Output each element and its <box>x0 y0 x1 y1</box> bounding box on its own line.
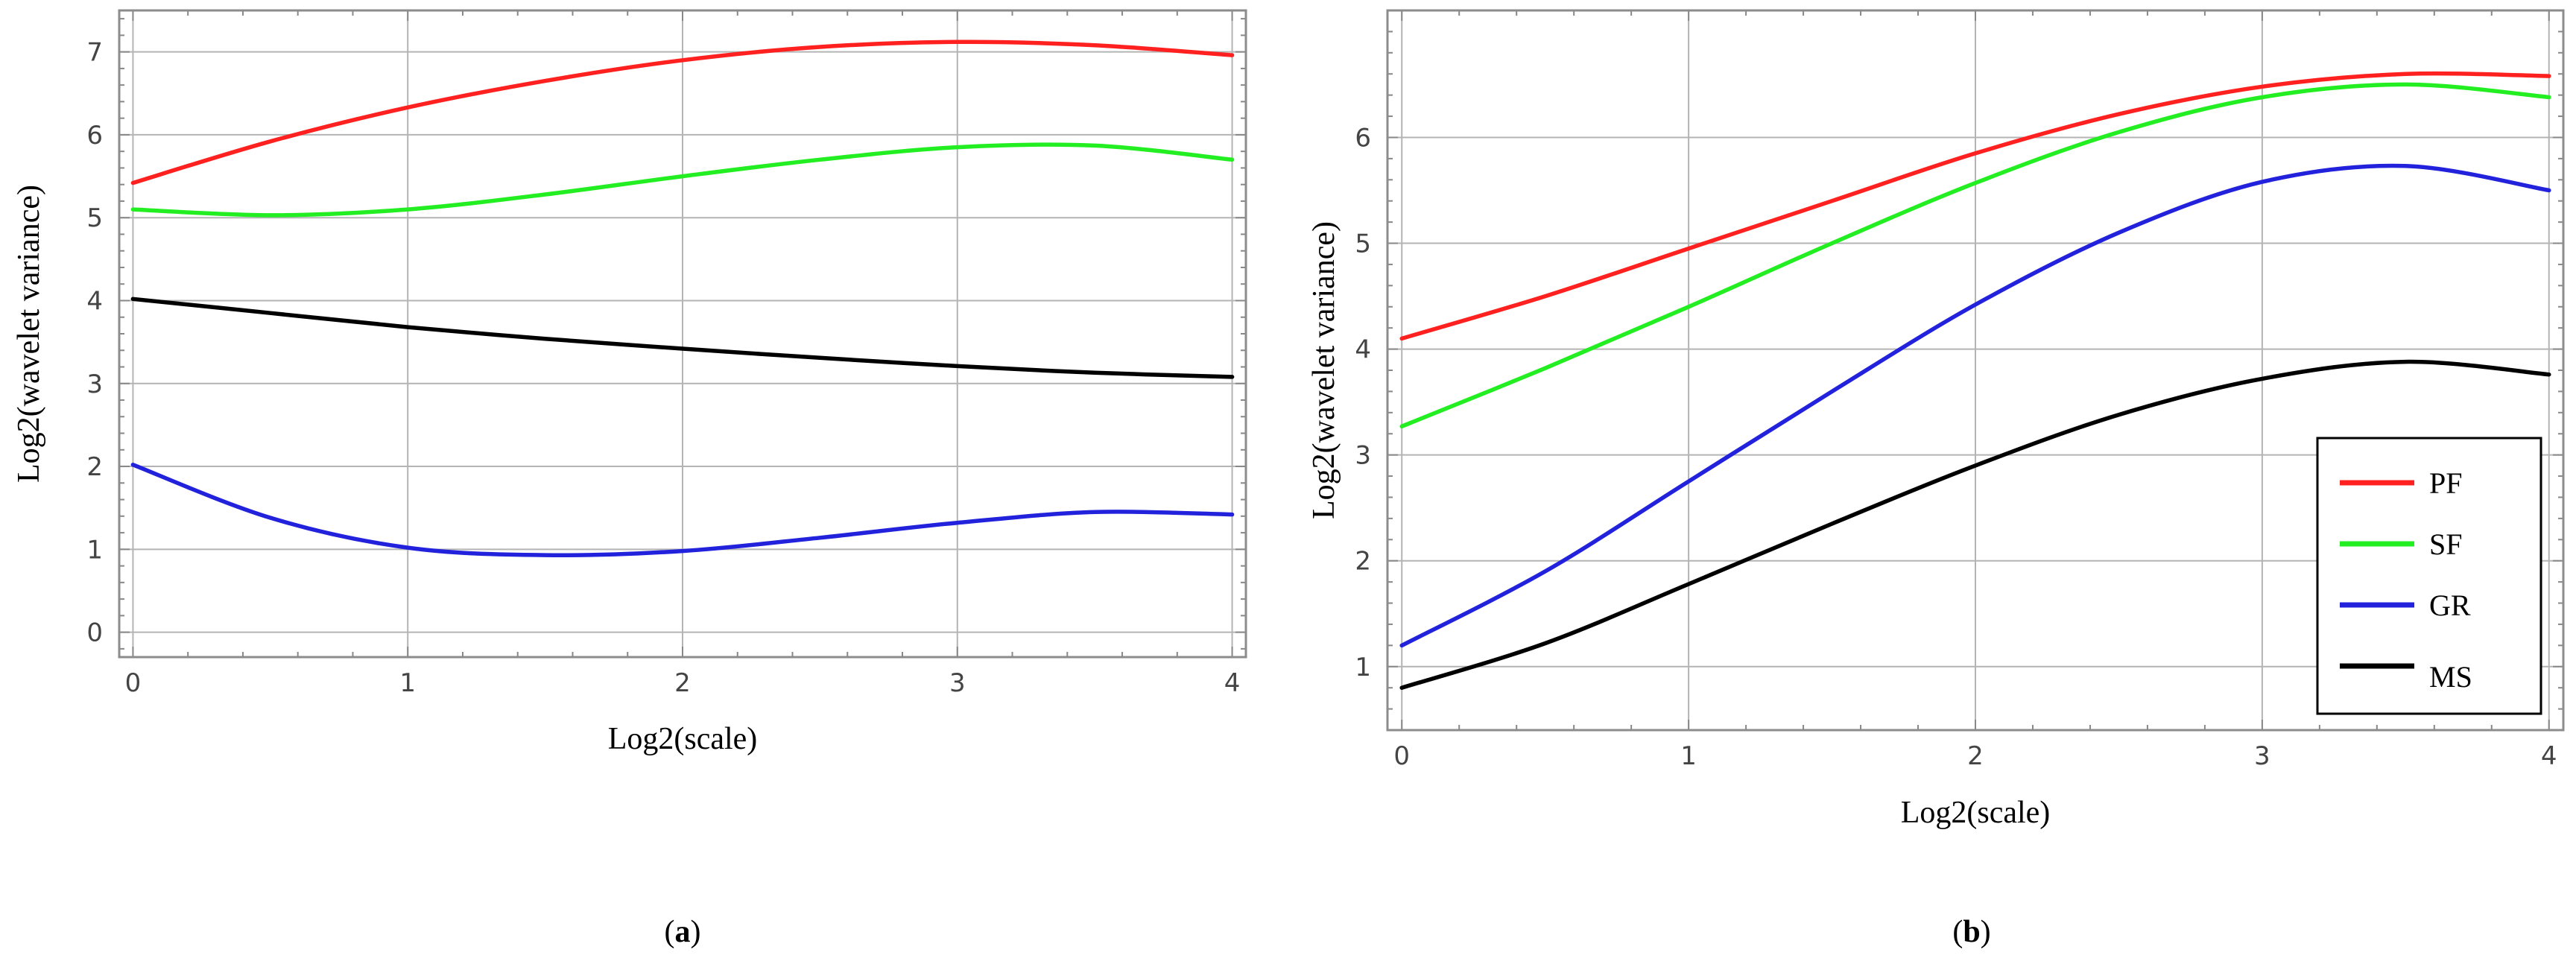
panel-b-legend-label-pf: PF <box>2429 466 2463 500</box>
panel-b-x-tick-label: 0 <box>1393 741 1410 771</box>
panel-a-x-tick-label: 1 <box>399 668 416 698</box>
panel-b-x-tick-label: 2 <box>1967 741 1984 771</box>
panel-a-chart: 0 1 2 3 4 0 1 2 3 4 5 6 7 Log2(scale) Log2(wavelet var… <box>12 9 1247 949</box>
panel-a-y-tick-label: 0 <box>86 618 103 648</box>
panel-a-series-line-0 <box>130 39 1235 186</box>
panel-b-series-line-gr <box>1399 163 2551 648</box>
panel-b-y-tick-label: 3 <box>1355 441 1371 471</box>
panel-b-x-tick-label: 3 <box>2254 741 2270 771</box>
panel-b-legend-label-sf: SF <box>2429 527 2463 561</box>
panel-a-series-line-2 <box>130 297 1235 379</box>
panel-b-series-line-pf <box>1399 71 2551 341</box>
panel-b-x-tick-label: 4 <box>2541 741 2557 771</box>
panel-b-legend-label-gr: GR <box>2429 589 2471 622</box>
panel-a-x-tick-label: 0 <box>125 668 142 698</box>
panel-b-y-tick-label: 1 <box>1355 653 1371 682</box>
panel-b-x-axis-title: Log2(scale) <box>1901 796 2051 830</box>
panel-a-x-tick-label: 2 <box>674 668 691 698</box>
panel-b-series-line-ms <box>1399 359 2551 690</box>
panel-a-x-tick-label: 4 <box>1224 668 1241 698</box>
panel-a-frame <box>118 9 1247 659</box>
panel-a-caption: (a) <box>665 915 701 949</box>
panel-b-x-tick-label: 1 <box>1680 741 1697 771</box>
panel-a-y-tick-label: 3 <box>86 370 103 399</box>
panel-a-y-tick-label: 7 <box>86 38 103 68</box>
panel-b-frame <box>1386 9 2565 732</box>
panel-a-y-tick-label: 5 <box>86 203 103 233</box>
panel-a-series-line-3 <box>130 463 1235 558</box>
panel-b-caption: (b) <box>1952 915 1990 949</box>
panel-a-y-tick-label: 1 <box>86 535 103 565</box>
panel-b-chart: 0 1 2 3 4 1 2 3 4 5 6 Log2(scale) Log2(wavelet varia… <box>1307 9 2565 949</box>
panel-a-series-line-1 <box>130 142 1235 218</box>
panel-b-y-axis-title: Log2(wavelet variance) <box>1307 221 1341 519</box>
panel-a-y-tick-label: 2 <box>86 452 103 482</box>
panel-a-x-tick-label: 3 <box>949 668 966 698</box>
panel-b-y-tick-label: 5 <box>1355 229 1371 259</box>
panel-a-y-axis-title: Log2(wavelet variance) <box>12 185 46 483</box>
panel-b-y-tick-label: 2 <box>1355 547 1371 577</box>
panel-b-legend-label-ms: MS <box>2429 660 2472 694</box>
panel-b-y-tick-label: 4 <box>1355 335 1371 365</box>
panel-a-y-tick-label: 6 <box>86 121 103 150</box>
panel-a-y-tick-label: 4 <box>86 286 103 316</box>
panel-b-series-line-sf <box>1399 82 2551 429</box>
panel-a-x-axis-title: Log2(scale) <box>608 722 758 756</box>
panel-b-y-tick-label: 6 <box>1355 123 1371 153</box>
